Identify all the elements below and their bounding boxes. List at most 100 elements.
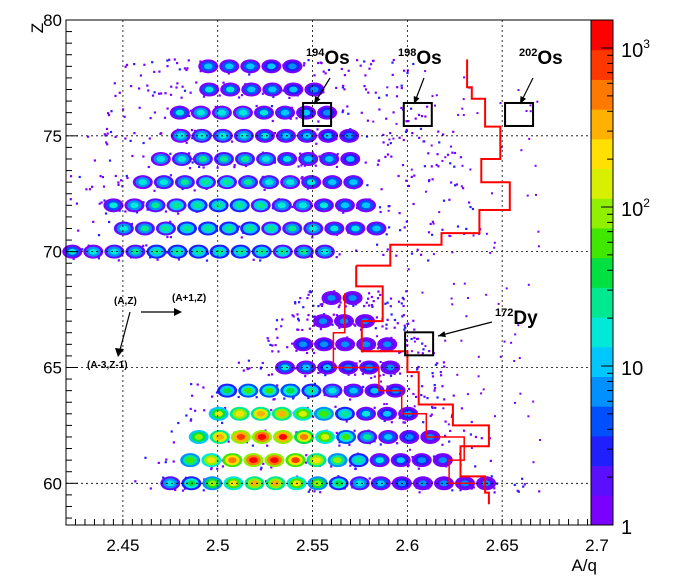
scatter-dot <box>305 351 309 355</box>
scatter-dot <box>261 92 264 95</box>
scatter-dot <box>537 245 540 248</box>
scatter-dot <box>462 114 465 116</box>
isotope-blob-core <box>319 202 329 209</box>
scatter-dot <box>431 95 434 98</box>
isotope-blob-core <box>196 109 206 116</box>
scatter-dot <box>480 437 483 440</box>
scatter-dot <box>441 385 444 388</box>
gate-contour-lower <box>355 265 490 505</box>
isotope-blob-core <box>405 434 414 440</box>
isotope-blob-core <box>298 410 308 417</box>
isotope-blob-core <box>439 480 449 487</box>
scatter-dot <box>164 92 167 95</box>
y-tick-label: 65 <box>43 358 62 377</box>
scatter-dot <box>233 166 236 169</box>
scatter-dot <box>398 417 401 420</box>
scatter-dot <box>273 132 276 135</box>
scatter-dot <box>103 199 106 202</box>
scatter-dot <box>438 211 441 214</box>
scatter-dot <box>124 65 127 68</box>
isotope-blob-core <box>320 248 330 255</box>
scatter-dot <box>146 208 149 211</box>
scatter-dot <box>404 130 408 133</box>
scatter-dot <box>289 117 292 120</box>
scatter-dot <box>221 421 224 424</box>
scatter-dot <box>266 444 269 447</box>
scatter-dot <box>497 302 500 305</box>
scatter-dot <box>405 179 408 182</box>
scatter-dot <box>444 420 447 423</box>
scatter-dot <box>429 222 432 226</box>
scatter-dot <box>324 72 327 75</box>
scatter-dot <box>198 165 201 168</box>
scatter-dot <box>117 259 120 262</box>
scatter-dot <box>117 183 120 186</box>
scatter-dot <box>386 153 390 156</box>
scatter-dot <box>405 339 408 342</box>
scatter-dot <box>266 337 269 340</box>
isotope-blob-core <box>354 457 363 464</box>
scatter-dot <box>405 128 408 131</box>
scatter-dot <box>270 373 274 376</box>
scatter-dot <box>186 67 189 70</box>
isotope-blob-core <box>222 179 232 186</box>
scatter-dot <box>442 361 445 364</box>
scatter-dot <box>535 193 537 196</box>
scatter-dot <box>382 253 385 256</box>
scatter-dot <box>398 351 401 354</box>
isotope-blob-core <box>156 156 166 162</box>
scatter-dot <box>534 164 537 167</box>
scatter-dot <box>347 69 350 72</box>
scatter-dot <box>401 296 404 299</box>
scatter-dot <box>196 383 199 386</box>
isotope-blob-core <box>172 202 181 209</box>
isotope-blob-core <box>236 434 246 440</box>
scatter-dot <box>406 465 409 468</box>
scatter-dot <box>431 220 434 223</box>
isotope-blob-core <box>334 480 343 487</box>
scatter-dot <box>383 419 386 422</box>
scatter-dot <box>334 405 337 408</box>
isotope-blob-core <box>299 248 309 255</box>
scatter-dot <box>277 350 280 353</box>
scatter-dot <box>130 222 133 226</box>
scatter-dot <box>423 165 426 168</box>
scatter-dot <box>142 201 145 204</box>
isotope-blob-core <box>325 156 334 162</box>
scatter-dot <box>169 236 172 239</box>
scatter-dot <box>425 190 427 193</box>
isotope-blob-core <box>224 225 234 232</box>
scatter-dot <box>431 375 435 378</box>
scatter-dot <box>311 236 314 239</box>
scatter-dot <box>352 304 355 307</box>
isotope-blob-core <box>288 63 297 70</box>
scatter-dot <box>153 91 156 94</box>
scatter-dot <box>441 228 444 231</box>
isotope-blob-core <box>280 109 290 116</box>
scatter-dot <box>461 107 464 110</box>
isotope-blob-core <box>264 179 274 186</box>
scatter-dot <box>308 327 311 330</box>
scatter-dot <box>307 59 310 62</box>
scatter-dot <box>532 461 535 464</box>
scatter-dot <box>185 414 188 417</box>
scatter-dot <box>244 164 247 168</box>
isotope-blob-core <box>303 156 313 162</box>
isotope-arrow-head <box>314 96 321 104</box>
scatter-dot <box>375 316 378 319</box>
scatter-dot <box>298 301 301 304</box>
scatter-dot <box>493 487 496 490</box>
scatter-dot <box>384 155 387 158</box>
scatter-dot <box>202 166 205 169</box>
scatter-dot <box>313 74 316 77</box>
scatter-dot <box>398 136 401 139</box>
scatter-dot <box>469 433 472 436</box>
scatter-dot <box>434 363 437 366</box>
colorbar-tick-label: 1 <box>621 517 632 539</box>
scatter-dot <box>386 86 389 89</box>
scatter-dot <box>431 178 434 181</box>
scatter-dot <box>450 181 453 184</box>
isotope-arrow-head <box>413 96 420 104</box>
scatter-dot <box>327 68 331 72</box>
